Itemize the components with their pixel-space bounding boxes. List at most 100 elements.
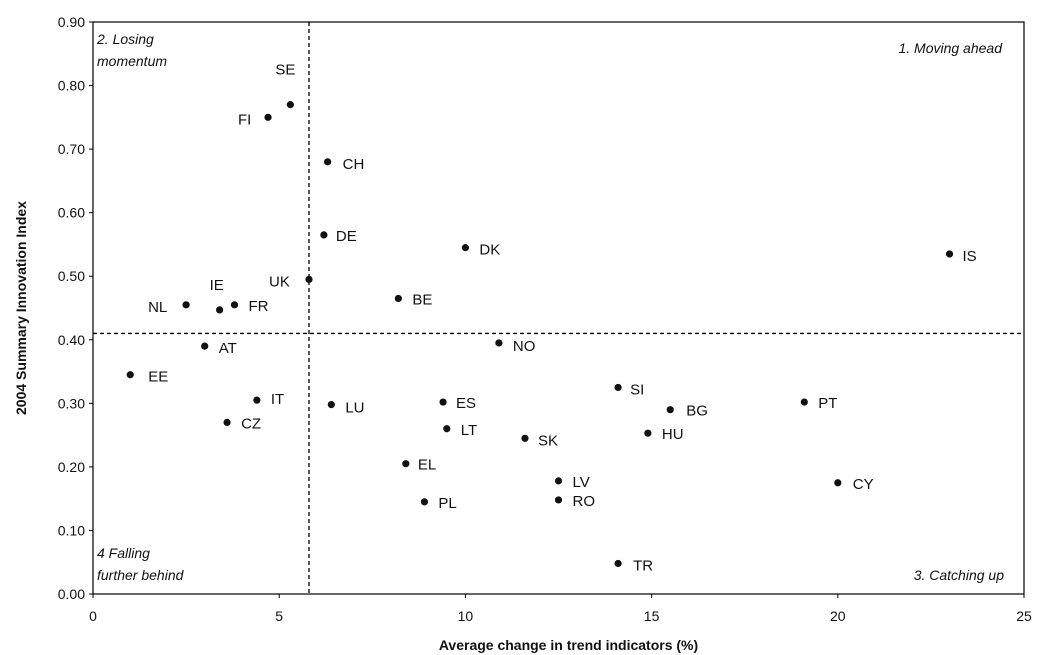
point-label: LT <box>461 422 477 439</box>
point-marker <box>834 479 842 487</box>
point-marker <box>320 231 328 239</box>
data-point-sk: SK <box>521 432 558 449</box>
point-marker <box>495 339 503 347</box>
data-point-uk: UK <box>269 273 313 290</box>
point-marker <box>253 396 261 404</box>
data-point-fr: FR <box>230 298 269 315</box>
point-marker <box>286 101 294 109</box>
data-point-nl: NL <box>148 299 190 316</box>
y-tick-label: 0.20 <box>58 459 85 475</box>
point-label: PL <box>438 495 456 512</box>
data-point-hu: HU <box>644 426 684 443</box>
point-marker <box>461 244 469 252</box>
point-marker <box>614 383 622 392</box>
data-point-ie: IE <box>210 277 224 314</box>
y-axis-title: 2004 Summary Innovation Index <box>13 201 29 415</box>
y-tick-label: 0.50 <box>58 268 85 284</box>
y-tick-label: 0.10 <box>58 522 85 538</box>
data-point-fi: FI <box>238 111 272 128</box>
point-label: CH <box>343 156 365 173</box>
data-point-ee: EE <box>126 369 168 386</box>
point-label: EL <box>418 457 436 474</box>
point-marker <box>223 418 231 426</box>
point-label: SK <box>538 432 558 449</box>
y-tick-label: 0.40 <box>58 332 85 348</box>
point-marker <box>324 158 332 166</box>
point-marker <box>666 406 674 414</box>
data-point-no: NO <box>495 338 535 355</box>
point-marker <box>216 306 224 314</box>
point-label: SI <box>630 381 644 398</box>
data-point-cy: CY <box>834 476 874 493</box>
x-tick-label: 25 <box>1016 608 1032 624</box>
point-marker <box>126 371 134 379</box>
point-label: SE <box>275 62 295 79</box>
point-marker <box>182 301 190 309</box>
data-point-el: EL <box>402 457 436 474</box>
point-label: FR <box>249 298 269 315</box>
data-point-is: IS <box>945 248 977 265</box>
x-tick-label: 5 <box>275 608 283 624</box>
point-label: CY <box>853 476 874 493</box>
point-label: CZ <box>241 415 261 432</box>
quadrant-label-moving-ahead: 1. Moving ahead <box>898 40 1003 56</box>
point-marker <box>394 294 402 303</box>
point-label: BE <box>412 291 432 308</box>
point-marker <box>402 460 410 468</box>
quadrant-label-falling-behind: 4 Falling <box>97 545 150 561</box>
point-label: DE <box>336 228 357 245</box>
data-point-it: IT <box>253 391 284 408</box>
point-marker <box>554 477 563 485</box>
data-point-ch: CH <box>324 156 364 173</box>
y-tick-label: 0.80 <box>58 78 85 94</box>
point-label: IT <box>271 391 284 408</box>
data-point-dk: DK <box>461 242 500 259</box>
point-label: NL <box>148 299 167 316</box>
point-label: IE <box>210 277 224 294</box>
point-label: PT <box>818 395 837 412</box>
point-label: IS <box>963 248 977 265</box>
x-tick-label: 0 <box>89 608 97 624</box>
y-tick-label: 0.30 <box>58 395 85 411</box>
point-label: UK <box>269 273 290 290</box>
point-label: TR <box>633 557 653 574</box>
point-marker <box>201 342 209 350</box>
plot-area-frame <box>92 21 1025 595</box>
data-point-de: DE <box>320 228 357 245</box>
x-tick-label: 10 <box>458 608 474 624</box>
point-label: LV <box>573 474 590 491</box>
point-marker <box>327 401 335 409</box>
point-label: FI <box>238 111 251 128</box>
data-point-lt: LT <box>443 422 477 439</box>
data-point-lu: LU <box>327 400 365 417</box>
data-point-at: AT <box>201 340 237 357</box>
point-label: EE <box>148 369 168 386</box>
data-point-ro: RO <box>554 493 595 510</box>
x-axis-title: Average change in trend indicators (%) <box>439 637 698 653</box>
point-marker <box>800 398 808 406</box>
data-point-cz: CZ <box>223 415 261 432</box>
point-marker <box>614 559 622 568</box>
point-marker <box>305 275 313 283</box>
point-marker <box>264 113 272 121</box>
point-label: BG <box>686 403 708 420</box>
point-marker <box>644 429 652 437</box>
y-tick-label: 0.60 <box>58 205 85 221</box>
quadrant-label-catching-up: 3. Catching up <box>914 567 1004 583</box>
point-label: LU <box>345 400 364 417</box>
data-point-se: SE <box>275 62 295 109</box>
point-marker <box>439 398 447 406</box>
point-label: HU <box>662 426 684 443</box>
data-point-es: ES <box>439 395 476 412</box>
y-tick-label: 0.00 <box>58 586 85 602</box>
quadrant-label-losing-momentum: momentum <box>97 53 167 69</box>
y-tick-label: 0.90 <box>58 14 85 30</box>
quadrant-label-falling-behind: further behind <box>97 567 185 583</box>
x-tick-label: 20 <box>830 608 846 624</box>
point-marker <box>945 250 954 258</box>
data-point-pt: PT <box>800 395 837 412</box>
point-marker <box>554 496 563 504</box>
quadrant-label-losing-momentum: 2. Losing <box>96 31 154 47</box>
point-label: AT <box>219 340 237 357</box>
